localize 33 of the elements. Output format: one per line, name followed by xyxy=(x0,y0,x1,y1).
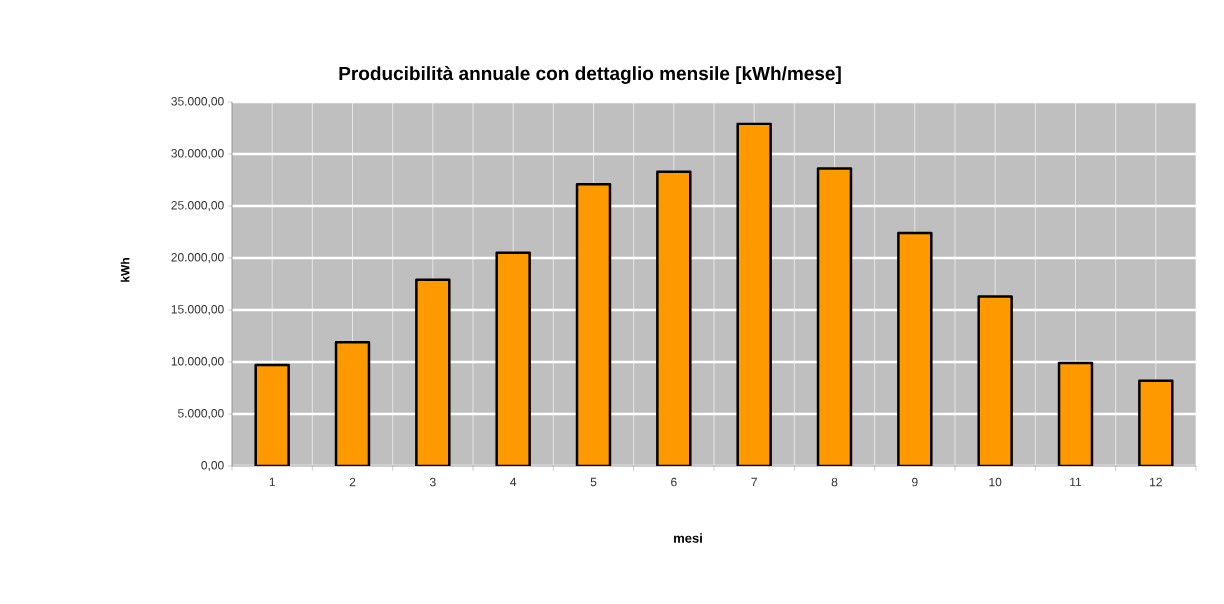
y-tick-label: 0,00 xyxy=(201,461,224,471)
x-tick-label: 6 xyxy=(671,477,677,487)
y-tick-label: 10.000,00 xyxy=(171,357,224,367)
x-tick-label: 10 xyxy=(989,477,1002,487)
x-tick-label: 3 xyxy=(429,477,436,487)
x-tick-label: 9 xyxy=(912,477,918,487)
y-tick-label: 35.000,00 xyxy=(171,97,224,107)
y-tick-label: 25.000,00 xyxy=(171,201,224,211)
x-tick-label: 1 xyxy=(269,477,275,487)
x-tick-label: 4 xyxy=(510,477,517,487)
x-tick-label: 12 xyxy=(1150,477,1162,487)
x-axis-title: mesi xyxy=(674,533,702,543)
bar xyxy=(495,251,531,466)
y-tick-label: 5.000,00 xyxy=(177,409,224,419)
y-tick-label: 30.000,00 xyxy=(171,149,224,159)
bar xyxy=(897,231,933,466)
bar xyxy=(656,170,692,466)
x-tick-label: 7 xyxy=(751,477,757,487)
bar xyxy=(977,295,1013,466)
x-tick-label: 8 xyxy=(831,477,838,487)
y-tick-label: 15.000,00 xyxy=(171,305,224,315)
bar xyxy=(575,182,612,466)
bar xyxy=(334,340,371,466)
bar xyxy=(736,122,772,466)
bar xyxy=(816,167,853,466)
x-tick-label: 2 xyxy=(349,477,356,487)
chart-title: Producibilità annuale con dettaglio mensile [kWh/mese] xyxy=(339,66,841,84)
y-axis-title: kWh xyxy=(120,258,130,282)
bar xyxy=(1057,361,1094,466)
x-tick-label: 5 xyxy=(590,477,597,487)
x-tick-label: 11 xyxy=(1070,477,1082,487)
bar xyxy=(415,278,451,466)
y-tick-label: 20.000,00 xyxy=(171,253,224,263)
